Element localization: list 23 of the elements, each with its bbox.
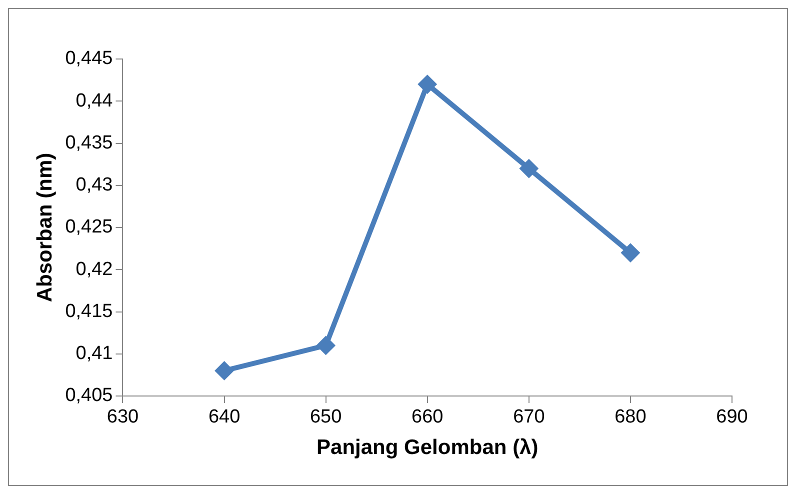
x-tick-label: 660 (412, 406, 444, 428)
y-tick-label: 0,41 (76, 343, 113, 364)
y-tick-label: 0,435 (65, 132, 113, 154)
y-tick-label: 0,405 (65, 385, 113, 406)
x-tick-label: 640 (208, 406, 240, 428)
y-tick-label: 0,44 (76, 90, 114, 112)
y-tick-label: 0,445 (65, 48, 113, 70)
x-tick-label: 650 (310, 406, 342, 428)
point (214, 361, 234, 380)
x-tick-label: 630 (106, 406, 139, 428)
x-tick-label: 680 (614, 406, 646, 428)
point (316, 336, 336, 355)
point (620, 243, 640, 262)
y-tick-label: 0,43 (76, 174, 113, 196)
x-tick-label: 670 (513, 406, 545, 428)
point (519, 159, 538, 178)
y-axis-title: Absorban (nm) (33, 152, 56, 302)
y-tick-label: 0,425 (65, 216, 113, 238)
x-axis-title: Panjang Gelomban (λ) (316, 436, 538, 460)
y-tick-label: 0,415 (65, 300, 113, 322)
point (418, 74, 437, 94)
x-tick-label: 690 (716, 406, 748, 428)
y-tick-label: 0,42 (76, 258, 113, 280)
